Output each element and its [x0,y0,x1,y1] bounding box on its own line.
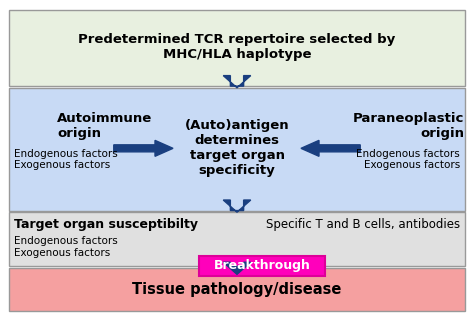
Text: Endogenous factors
Exogenous factors: Endogenous factors Exogenous factors [14,236,118,258]
FancyBboxPatch shape [9,88,465,211]
Text: Endogenous factors
Exogenous factors: Endogenous factors Exogenous factors [356,149,460,170]
Text: Target organ susceptibilty: Target organ susceptibilty [14,219,198,231]
FancyBboxPatch shape [9,212,465,266]
Polygon shape [223,76,251,88]
Polygon shape [114,140,173,156]
Text: Breakthrough: Breakthrough [214,259,310,272]
Polygon shape [301,140,360,156]
FancyBboxPatch shape [199,256,325,276]
FancyBboxPatch shape [9,10,465,86]
Text: Specific T and B cells, antibodies: Specific T and B cells, antibodies [265,219,460,231]
Polygon shape [223,200,251,212]
Text: (Auto)antigen
determines
target organ
specificity: (Auto)antigen determines target organ sp… [185,119,289,177]
Polygon shape [223,262,251,274]
Text: Endogenous factors
Exogenous factors: Endogenous factors Exogenous factors [14,149,118,170]
Text: Paraneoplastic
origin: Paraneoplastic origin [353,112,465,140]
Text: Predetermined TCR repertoire selected by
MHC/HLA haplotype: Predetermined TCR repertoire selected by… [78,33,396,61]
FancyBboxPatch shape [9,268,465,311]
Text: Tissue pathology/disease: Tissue pathology/disease [132,282,342,297]
Text: Autoimmune
origin: Autoimmune origin [57,112,152,140]
